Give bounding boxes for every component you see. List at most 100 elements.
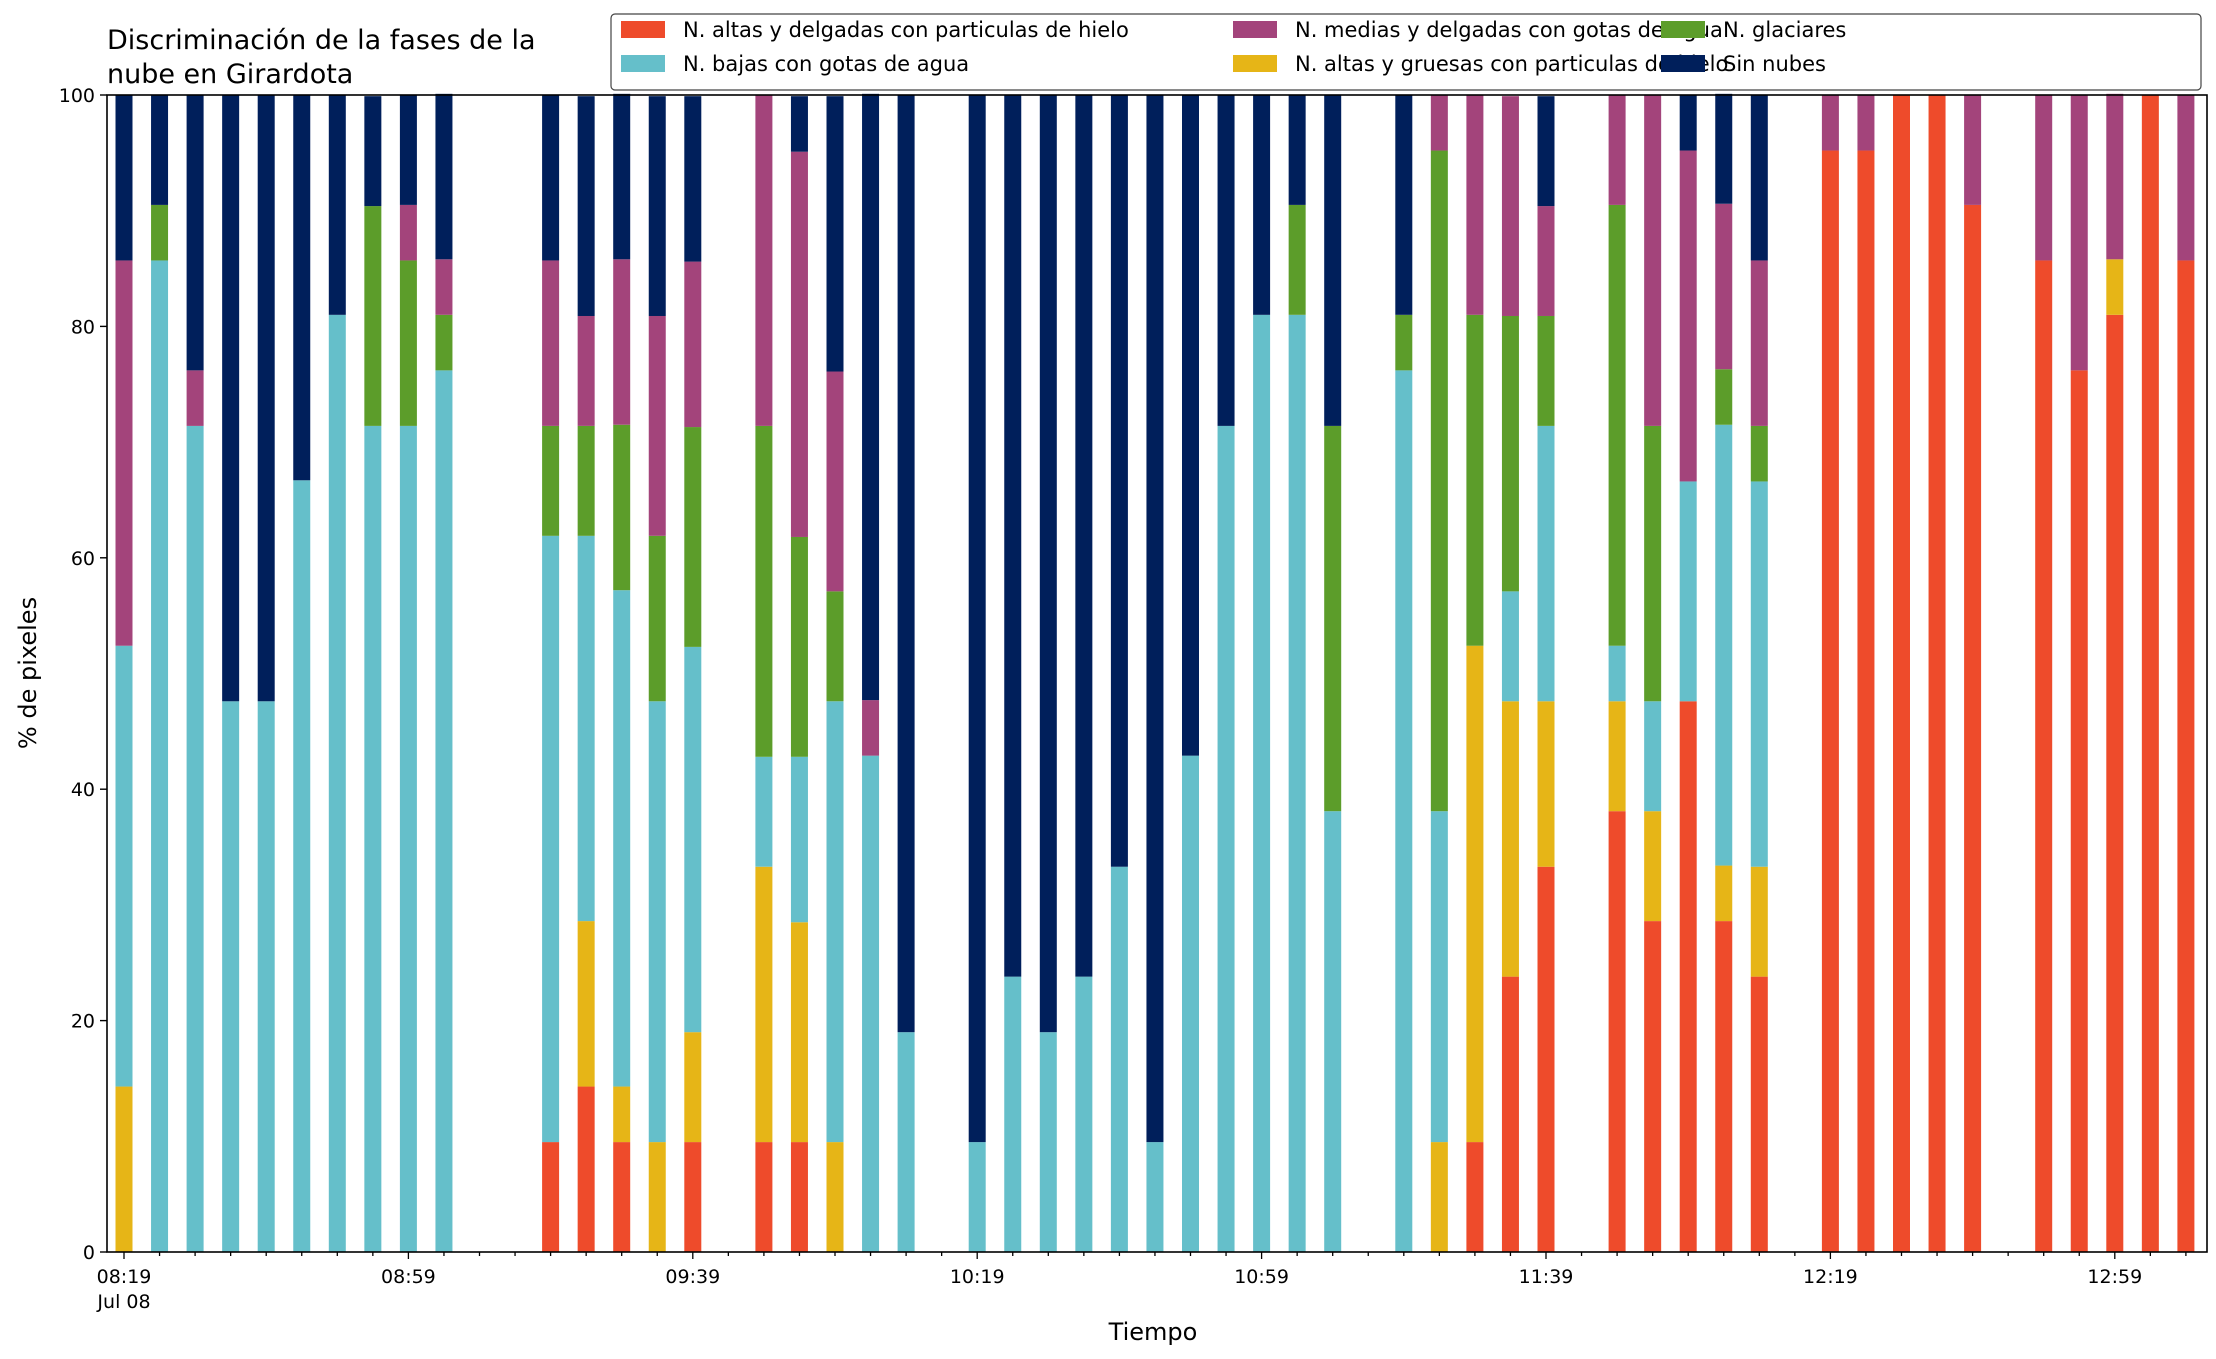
bar-segment-16-0: [790, 1142, 808, 1252]
bar-segment-37-0: [1644, 921, 1662, 1252]
bar-segment-35-2: [1537, 425, 1555, 702]
bar-segment-39-1: [1715, 865, 1733, 922]
bar-segment-47-0: [2070, 370, 2088, 1252]
bar-segment-38-2: [1679, 481, 1697, 702]
bar-segment-27-2: [1217, 425, 1235, 1252]
bar-segment-3-2: [222, 701, 240, 1252]
bar-segment-14-5: [684, 96, 702, 262]
bar-segment-39-3: [1715, 369, 1733, 425]
x-tick-label: 10:19: [950, 1266, 1005, 1288]
bar-segment-13-5: [648, 96, 666, 316]
bar-segment-14-3: [684, 427, 702, 647]
bar-segment-36-4: [1608, 95, 1626, 205]
bar-segment-13-2: [648, 701, 666, 1143]
bar-segment-35-1: [1537, 701, 1555, 867]
bars-layer: [115, 93, 2195, 1253]
bar-segment-15-0: [755, 1142, 773, 1252]
y-tick-label: 100: [59, 85, 95, 107]
bar-segment-48-4: [2106, 93, 2124, 260]
bar-segment-2-4: [186, 370, 204, 426]
bar-segment-38-5: [1679, 95, 1697, 151]
bar-segment-4-2: [257, 701, 275, 1252]
bar-segment-15-2: [755, 756, 773, 867]
bar-segment-13-3: [648, 535, 666, 702]
bar-segment-38-4: [1679, 150, 1697, 482]
bar-segment-9-5: [435, 93, 453, 260]
bar-segment-14-4: [684, 261, 702, 428]
bar-segment-6-2: [328, 314, 346, 1253]
bar-segment-33-4: [1466, 95, 1484, 315]
bar-segment-18-4: [862, 700, 880, 756]
x-tick-label: 12:59: [2087, 1266, 2142, 1288]
bar-segment-32-1: [1430, 1142, 1448, 1252]
x-tick-label: Jul 08: [96, 1291, 150, 1313]
bar-segment-8-3: [399, 260, 417, 426]
bar-segment-21-5: [1004, 95, 1022, 977]
legend-frame: [610, 13, 2202, 91]
bar-segment-33-1: [1466, 645, 1484, 1143]
bar-segment-11-1: [577, 921, 595, 1087]
bar-segment-7-5: [364, 96, 382, 207]
bar-segment-0-1: [115, 1086, 133, 1252]
bar-segment-42-4: [1857, 95, 1875, 151]
bar-segment-19-5: [897, 95, 915, 1033]
bar-segment-40-3: [1750, 425, 1768, 482]
legend-swatch: [621, 21, 665, 38]
bar-segment-5-2: [293, 480, 311, 1252]
axes-layer: 0 20 40 60 80 100 08:19 Jul 08 08:59 09:39 10:19 10…: [59, 85, 2187, 1313]
legend-label: Sin nubes: [1723, 52, 1826, 76]
bar-segment-15-3: [755, 425, 773, 757]
bar-segment-12-1: [613, 1086, 631, 1143]
bar-segment-26-5: [1182, 95, 1199, 756]
bar-segment-8-4: [399, 204, 417, 261]
bar-segment-3-5: [222, 95, 240, 702]
bar-segment-17-1: [826, 1142, 844, 1252]
bar-segment-32-4: [1430, 95, 1448, 151]
y-tick-label: 20: [71, 1011, 95, 1033]
bar-segment-46-0: [2035, 260, 2053, 1252]
x-tick-label: 12:19: [1803, 1266, 1858, 1288]
bar-segment-17-4: [826, 371, 844, 592]
bar-segment-15-4: [755, 95, 773, 426]
bar-segment-46-4: [2035, 95, 2053, 261]
bar-segment-45-0: [1964, 204, 1982, 1252]
legend-swatch: [1661, 21, 1705, 38]
bar-segment-12-2: [613, 590, 631, 1087]
bar-segment-39-5: [1715, 93, 1733, 204]
bar-segment-33-3: [1466, 314, 1484, 646]
bar-segment-14-2: [684, 646, 702, 1033]
bar-segment-0-4: [115, 260, 133, 646]
bar-segment-49-0: [2141, 95, 2159, 1252]
bar-segment-2-2: [186, 425, 204, 1252]
bar-segment-36-0: [1608, 811, 1626, 1252]
bar-segment-31-5: [1395, 95, 1413, 315]
bar-segment-38-0: [1679, 701, 1697, 1252]
bar-segment-2-5: [186, 95, 204, 371]
bar-segment-8-5: [399, 95, 417, 205]
bar-segment-40-1: [1750, 866, 1768, 977]
bar-segment-40-2: [1750, 481, 1768, 867]
y-tick-label: 60: [71, 548, 95, 570]
bar-segment-13-4: [648, 315, 666, 536]
bar-segment-18-2: [862, 755, 880, 1252]
x-tick-label: 09:39: [665, 1266, 720, 1288]
bar-segment-30-5: [1324, 95, 1342, 426]
bar-segment-31-3: [1395, 314, 1413, 371]
bar-segment-16-2: [790, 756, 808, 923]
bar-segment-29-5: [1288, 95, 1306, 205]
bar-segment-17-3: [826, 591, 844, 702]
bar-segment-16-3: [790, 536, 808, 757]
bar-segment-39-4: [1715, 203, 1733, 370]
legend-label: N. bajas con gotas de agua: [683, 52, 969, 76]
bar-segment-10-0: [542, 1142, 560, 1252]
bar-segment-22-5: [1039, 95, 1057, 1033]
bar-segment-40-0: [1750, 976, 1768, 1252]
bar-segment-33-0: [1466, 1142, 1484, 1252]
bar-segment-37-4: [1644, 95, 1662, 426]
bar-segment-0-2: [115, 645, 133, 1087]
bar-segment-1-2: [151, 260, 169, 1252]
bar-segment-23-2: [1075, 976, 1093, 1252]
legend-swatch: [621, 55, 665, 72]
bar-segment-12-4: [613, 259, 631, 425]
bar-segment-20-5: [968, 95, 986, 1143]
